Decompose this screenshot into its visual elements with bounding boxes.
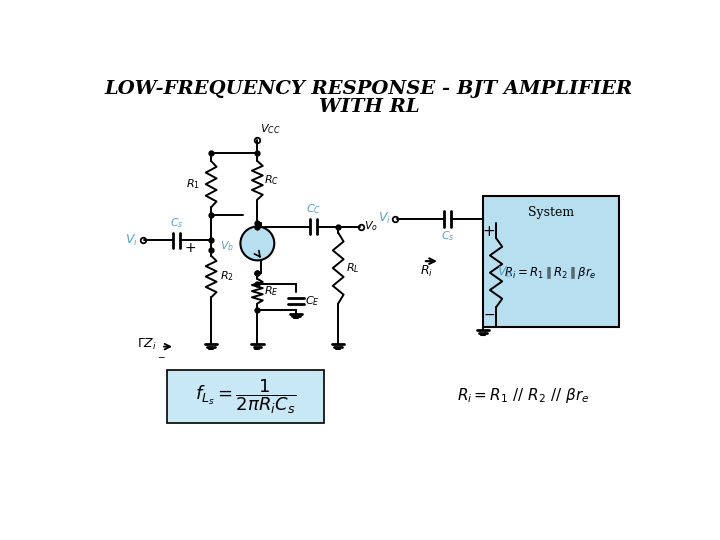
Text: $V_i$: $V_i$	[377, 211, 390, 226]
Text: $R_i$: $R_i$	[420, 265, 433, 280]
Text: $V_b$: $V_b$	[497, 265, 513, 280]
Text: $C_C$: $C_C$	[306, 202, 321, 215]
Text: $R_E$: $R_E$	[264, 284, 278, 298]
Text: $V_i$: $V_i$	[125, 233, 138, 248]
Text: $R_C$: $R_C$	[264, 173, 279, 187]
Text: $R_i=R_1\parallel R_2\parallel\beta r_e$: $R_i=R_1\parallel R_2\parallel\beta r_e$	[504, 265, 596, 281]
Text: $C_E$: $C_E$	[305, 294, 320, 308]
Text: $V_o$: $V_o$	[364, 220, 377, 233]
Text: _: _	[158, 348, 164, 358]
Text: $V_b$: $V_b$	[220, 239, 235, 253]
Text: $C_s$: $C_s$	[441, 230, 454, 244]
Bar	[483, 195, 619, 327]
Text: System: System	[528, 206, 574, 219]
Text: $R_1$: $R_1$	[186, 177, 200, 191]
Text: $f_{L_s} = \dfrac{1}{2\pi R_i C_s}$: $f_{L_s} = \dfrac{1}{2\pi R_i C_s}$	[195, 377, 297, 416]
Text: LOW-FREQUENCY RESPONSE - BJT AMPLIFIER: LOW-FREQUENCY RESPONSE - BJT AMPLIFIER	[105, 80, 633, 98]
Text: $V_{CC}$: $V_{CC}$	[261, 122, 281, 136]
FancyBboxPatch shape	[167, 370, 324, 423]
Circle shape	[240, 226, 274, 260]
Text: $\Gamma Z_i$: $\Gamma Z_i$	[137, 337, 156, 352]
Text: $C_s$: $C_s$	[170, 216, 184, 229]
Text: $R_2$: $R_2$	[220, 269, 234, 284]
Text: $-$: $-$	[483, 307, 495, 321]
Text: +: +	[482, 225, 495, 239]
Text: +: +	[184, 241, 196, 255]
Text: $R_i = R_1\ //\ R_2\ //\ \beta r_e$: $R_i = R_1\ //\ R_2\ //\ \beta r_e$	[456, 387, 590, 406]
Text: WITH RL: WITH RL	[319, 98, 419, 116]
Text: $R_L$: $R_L$	[346, 261, 359, 275]
